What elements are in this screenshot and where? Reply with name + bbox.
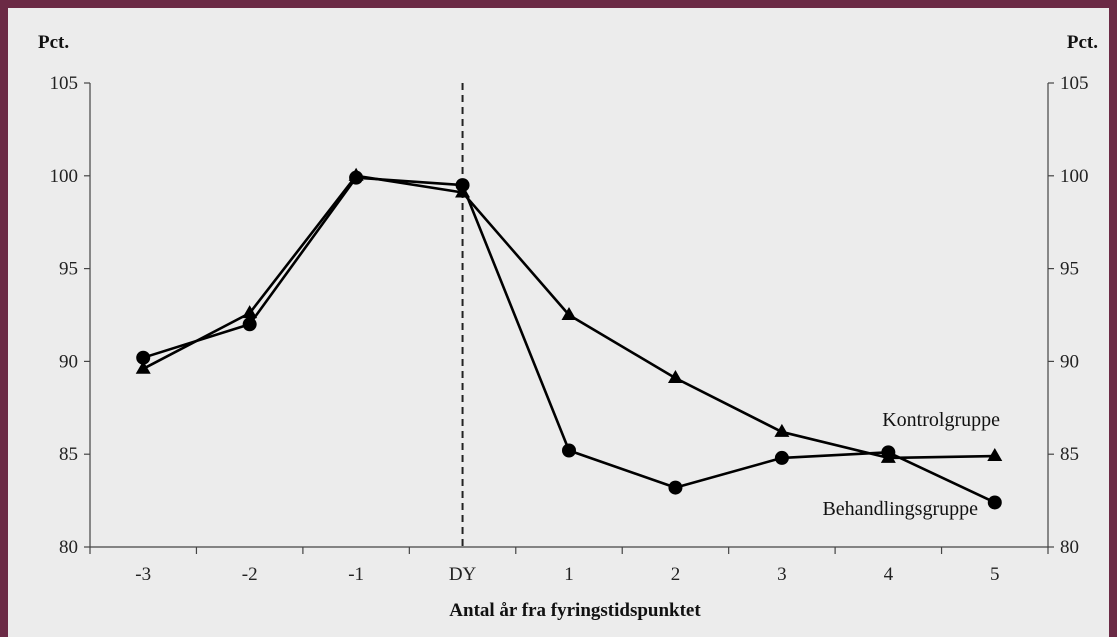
marker-kontrolgruppe <box>774 423 790 437</box>
x-tick-label: 4 <box>884 564 894 585</box>
x-tick-label: -2 <box>242 564 258 585</box>
x-axis-title: Antal år fra fyringstidspunktet <box>449 600 701 621</box>
marker-kontrolgruppe <box>561 306 577 320</box>
y-tick-label-left: 100 <box>50 166 79 187</box>
y-tick-label-right: 80 <box>1060 537 1079 558</box>
y-tick-label-right: 85 <box>1060 444 1079 465</box>
marker-behandlingsgruppe <box>774 450 789 465</box>
y-tick-label-left: 105 <box>50 73 79 94</box>
x-tick-label: -1 <box>348 564 364 585</box>
x-tick-label: 2 <box>671 564 681 585</box>
series-markers <box>135 167 1003 510</box>
y-tick-label-right: 90 <box>1060 351 1079 372</box>
y-tick-label-right: 95 <box>1060 259 1079 280</box>
marker-behandlingsgruppe <box>242 317 257 332</box>
right-axis-title: Pct. <box>1067 32 1098 53</box>
x-tick-label: -3 <box>135 564 151 585</box>
series-label-behandlingsgruppe: Behandlingsgruppe <box>822 498 978 520</box>
y-tick-label-right: 100 <box>1060 166 1089 187</box>
marker-kontrolgruppe <box>667 370 683 384</box>
marker-behandlingsgruppe <box>349 170 364 185</box>
y-tick-label-left: 95 <box>59 259 78 280</box>
marker-behandlingsgruppe <box>562 443 576 458</box>
left-axis-title: Pct. <box>38 32 69 53</box>
marker-behandlingsgruppe <box>881 445 896 460</box>
y-tick-label-right: 105 <box>1060 73 1089 94</box>
y-tick-label-left: 80 <box>59 537 78 558</box>
axes: 80 80 85 85 90 90 95 95 100 100 105 105 -3 -2 -1 DY 1 2 3 4… <box>50 73 1089 585</box>
marker-kontrolgruppe <box>987 447 1003 461</box>
marker-kontrolgruppe <box>242 305 258 319</box>
series-label-kontrolgruppe: Kontrolgruppe <box>882 409 1000 431</box>
line-chart: Pct. Pct. 80 80 85 85 90 90 95 95 100 100 105 105 -3… <box>38 32 1098 621</box>
marker-behandlingsgruppe <box>136 350 151 365</box>
marker-behandlingsgruppe <box>668 480 683 495</box>
marker-behandlingsgruppe <box>987 495 1002 510</box>
y-tick-label-left: 90 <box>59 351 78 372</box>
y-tick-label-left: 85 <box>59 444 78 465</box>
marker-behandlingsgruppe <box>455 178 470 193</box>
x-tick-label: 3 <box>777 564 787 585</box>
x-tick-label: DY <box>449 564 477 585</box>
chart-panel: Pct. Pct. 80 80 85 85 90 90 95 95 100 100 105 105 -3… <box>8 8 1109 637</box>
x-tick-label: 1 <box>564 564 574 585</box>
x-tick-label: 5 <box>990 564 1000 585</box>
marker-kontrolgruppe <box>135 360 151 374</box>
